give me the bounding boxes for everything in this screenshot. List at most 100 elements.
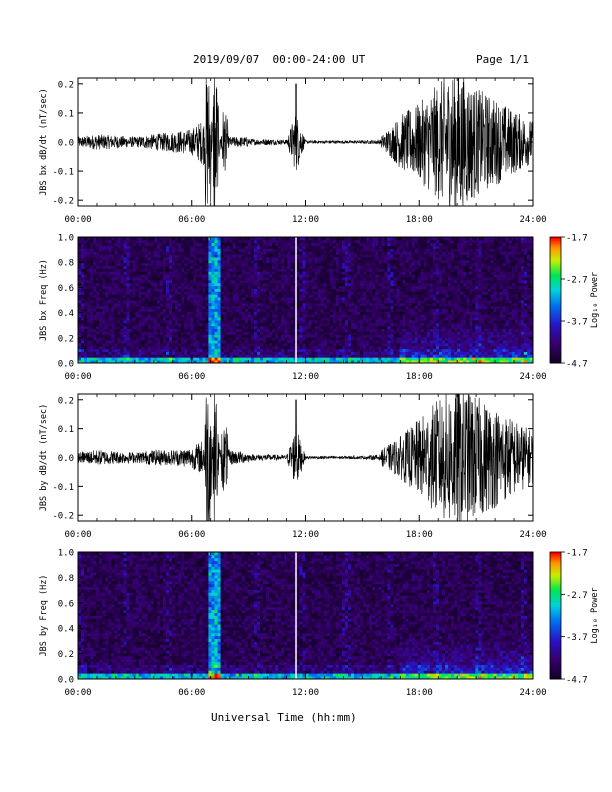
heatmap-cell <box>241 265 246 269</box>
heatmap-cell <box>344 302 349 307</box>
heatmap-cell <box>169 294 173 298</box>
heatmap-cell <box>387 285 391 289</box>
heatmap-cell <box>302 305 306 309</box>
heatmap-cell <box>175 274 179 278</box>
heatmap-cell <box>299 357 303 361</box>
heatmap-cell <box>341 282 346 287</box>
heatmap-cell <box>250 271 255 275</box>
heatmap-cell <box>220 337 224 341</box>
heatmap-cell <box>178 285 182 289</box>
heatmap-cell <box>150 354 155 358</box>
heatmap-cell <box>153 297 158 301</box>
heatmap-cell <box>223 268 228 272</box>
heatmap-cell <box>263 314 267 318</box>
heatmap-cell <box>123 282 127 287</box>
heatmap-cell <box>132 360 137 364</box>
heatmap-cell <box>238 328 243 332</box>
heatmap-cell <box>235 265 240 269</box>
heatmap-cell <box>87 248 91 252</box>
heatmap-cell <box>202 254 206 258</box>
heatmap-cell <box>196 328 200 332</box>
heatmap-cell <box>411 265 416 269</box>
heatmap-cell <box>223 265 228 269</box>
heatmap-cell <box>156 351 161 355</box>
heatmap-cell <box>272 259 276 264</box>
heatmap-cell <box>190 294 194 298</box>
heatmap-cell <box>384 237 388 241</box>
heatmap-cell <box>311 239 315 244</box>
heatmap-cell <box>381 334 385 338</box>
heatmap-cell <box>299 328 303 332</box>
heatmap-cell <box>372 288 376 292</box>
heatmap-cell <box>290 308 294 312</box>
heatmap-cell <box>205 331 209 335</box>
heatmap-cell <box>244 334 249 338</box>
heatmap-cell <box>378 265 382 269</box>
heatmap-cell <box>363 357 367 361</box>
heatmap-cell <box>396 268 400 272</box>
heatmap-cell <box>275 328 279 332</box>
heatmap-cell <box>169 317 173 321</box>
heatmap-cell <box>211 245 215 249</box>
heatmap-cell <box>162 277 167 281</box>
heatmap-cell <box>329 325 334 330</box>
heatmap-cell <box>208 308 212 312</box>
heatmap-cell <box>360 237 364 241</box>
heatmap-cell <box>260 317 264 321</box>
heatmap-cell <box>266 285 270 289</box>
heatmap-cell <box>126 262 130 267</box>
heatmap-cell <box>278 334 282 338</box>
heatmap-cell <box>223 259 228 264</box>
heatmap-cell <box>247 277 252 281</box>
heatmap-cell <box>405 242 410 246</box>
heatmap-cell <box>296 265 300 269</box>
heatmap-cell <box>81 294 85 298</box>
heatmap-cell <box>138 342 143 347</box>
heatmap-cell <box>290 325 294 330</box>
heatmap-cell <box>278 254 282 258</box>
heatmap-cell <box>244 242 249 246</box>
heatmap-cell <box>96 279 100 284</box>
heatmap-cell <box>372 262 376 267</box>
heatmap-cell <box>266 294 270 298</box>
heatmap-cell <box>117 294 121 298</box>
heatmap-cell <box>293 297 297 301</box>
heatmap-cell <box>81 274 85 278</box>
heatmap-cell <box>263 342 267 347</box>
heatmap-cell <box>235 279 240 284</box>
heatmap-cell <box>305 351 309 355</box>
heatmap-cell <box>169 302 173 307</box>
heatmap-cell <box>284 251 288 255</box>
heatmap-cell <box>311 334 315 338</box>
heatmap-cell <box>111 265 115 269</box>
heatmap-cell <box>78 337 82 341</box>
heatmap-cell <box>241 348 246 352</box>
heatmap-cell <box>266 282 270 287</box>
heatmap-cell <box>329 302 334 307</box>
heatmap-cell <box>156 237 161 241</box>
heatmap-cell <box>369 314 373 318</box>
heatmap-cell <box>90 291 94 295</box>
heatmap-cell <box>320 342 325 347</box>
heatmap-cell <box>232 311 237 315</box>
heatmap-cell <box>165 348 170 352</box>
heatmap-cell <box>162 254 167 258</box>
heatmap-cell <box>202 334 206 338</box>
heatmap-cell <box>332 340 337 344</box>
heatmap-cell <box>220 254 224 258</box>
heatmap-cell <box>317 331 322 335</box>
heatmap-cell <box>111 340 115 344</box>
heatmap-cell <box>214 291 218 295</box>
heatmap-cell <box>396 311 400 315</box>
heatmap-cell <box>314 268 319 272</box>
heatmap-cell <box>187 251 191 255</box>
heatmap-cell <box>332 279 337 284</box>
heatmap-cell <box>372 334 376 338</box>
heatmap-cell <box>266 300 270 304</box>
heatmap-cell <box>351 277 355 281</box>
heatmap-cell <box>241 274 246 278</box>
heatmap-cell <box>135 268 140 272</box>
heatmap-cell <box>390 317 394 321</box>
heatmap-cell <box>102 300 106 304</box>
heatmap-cell <box>372 328 376 332</box>
